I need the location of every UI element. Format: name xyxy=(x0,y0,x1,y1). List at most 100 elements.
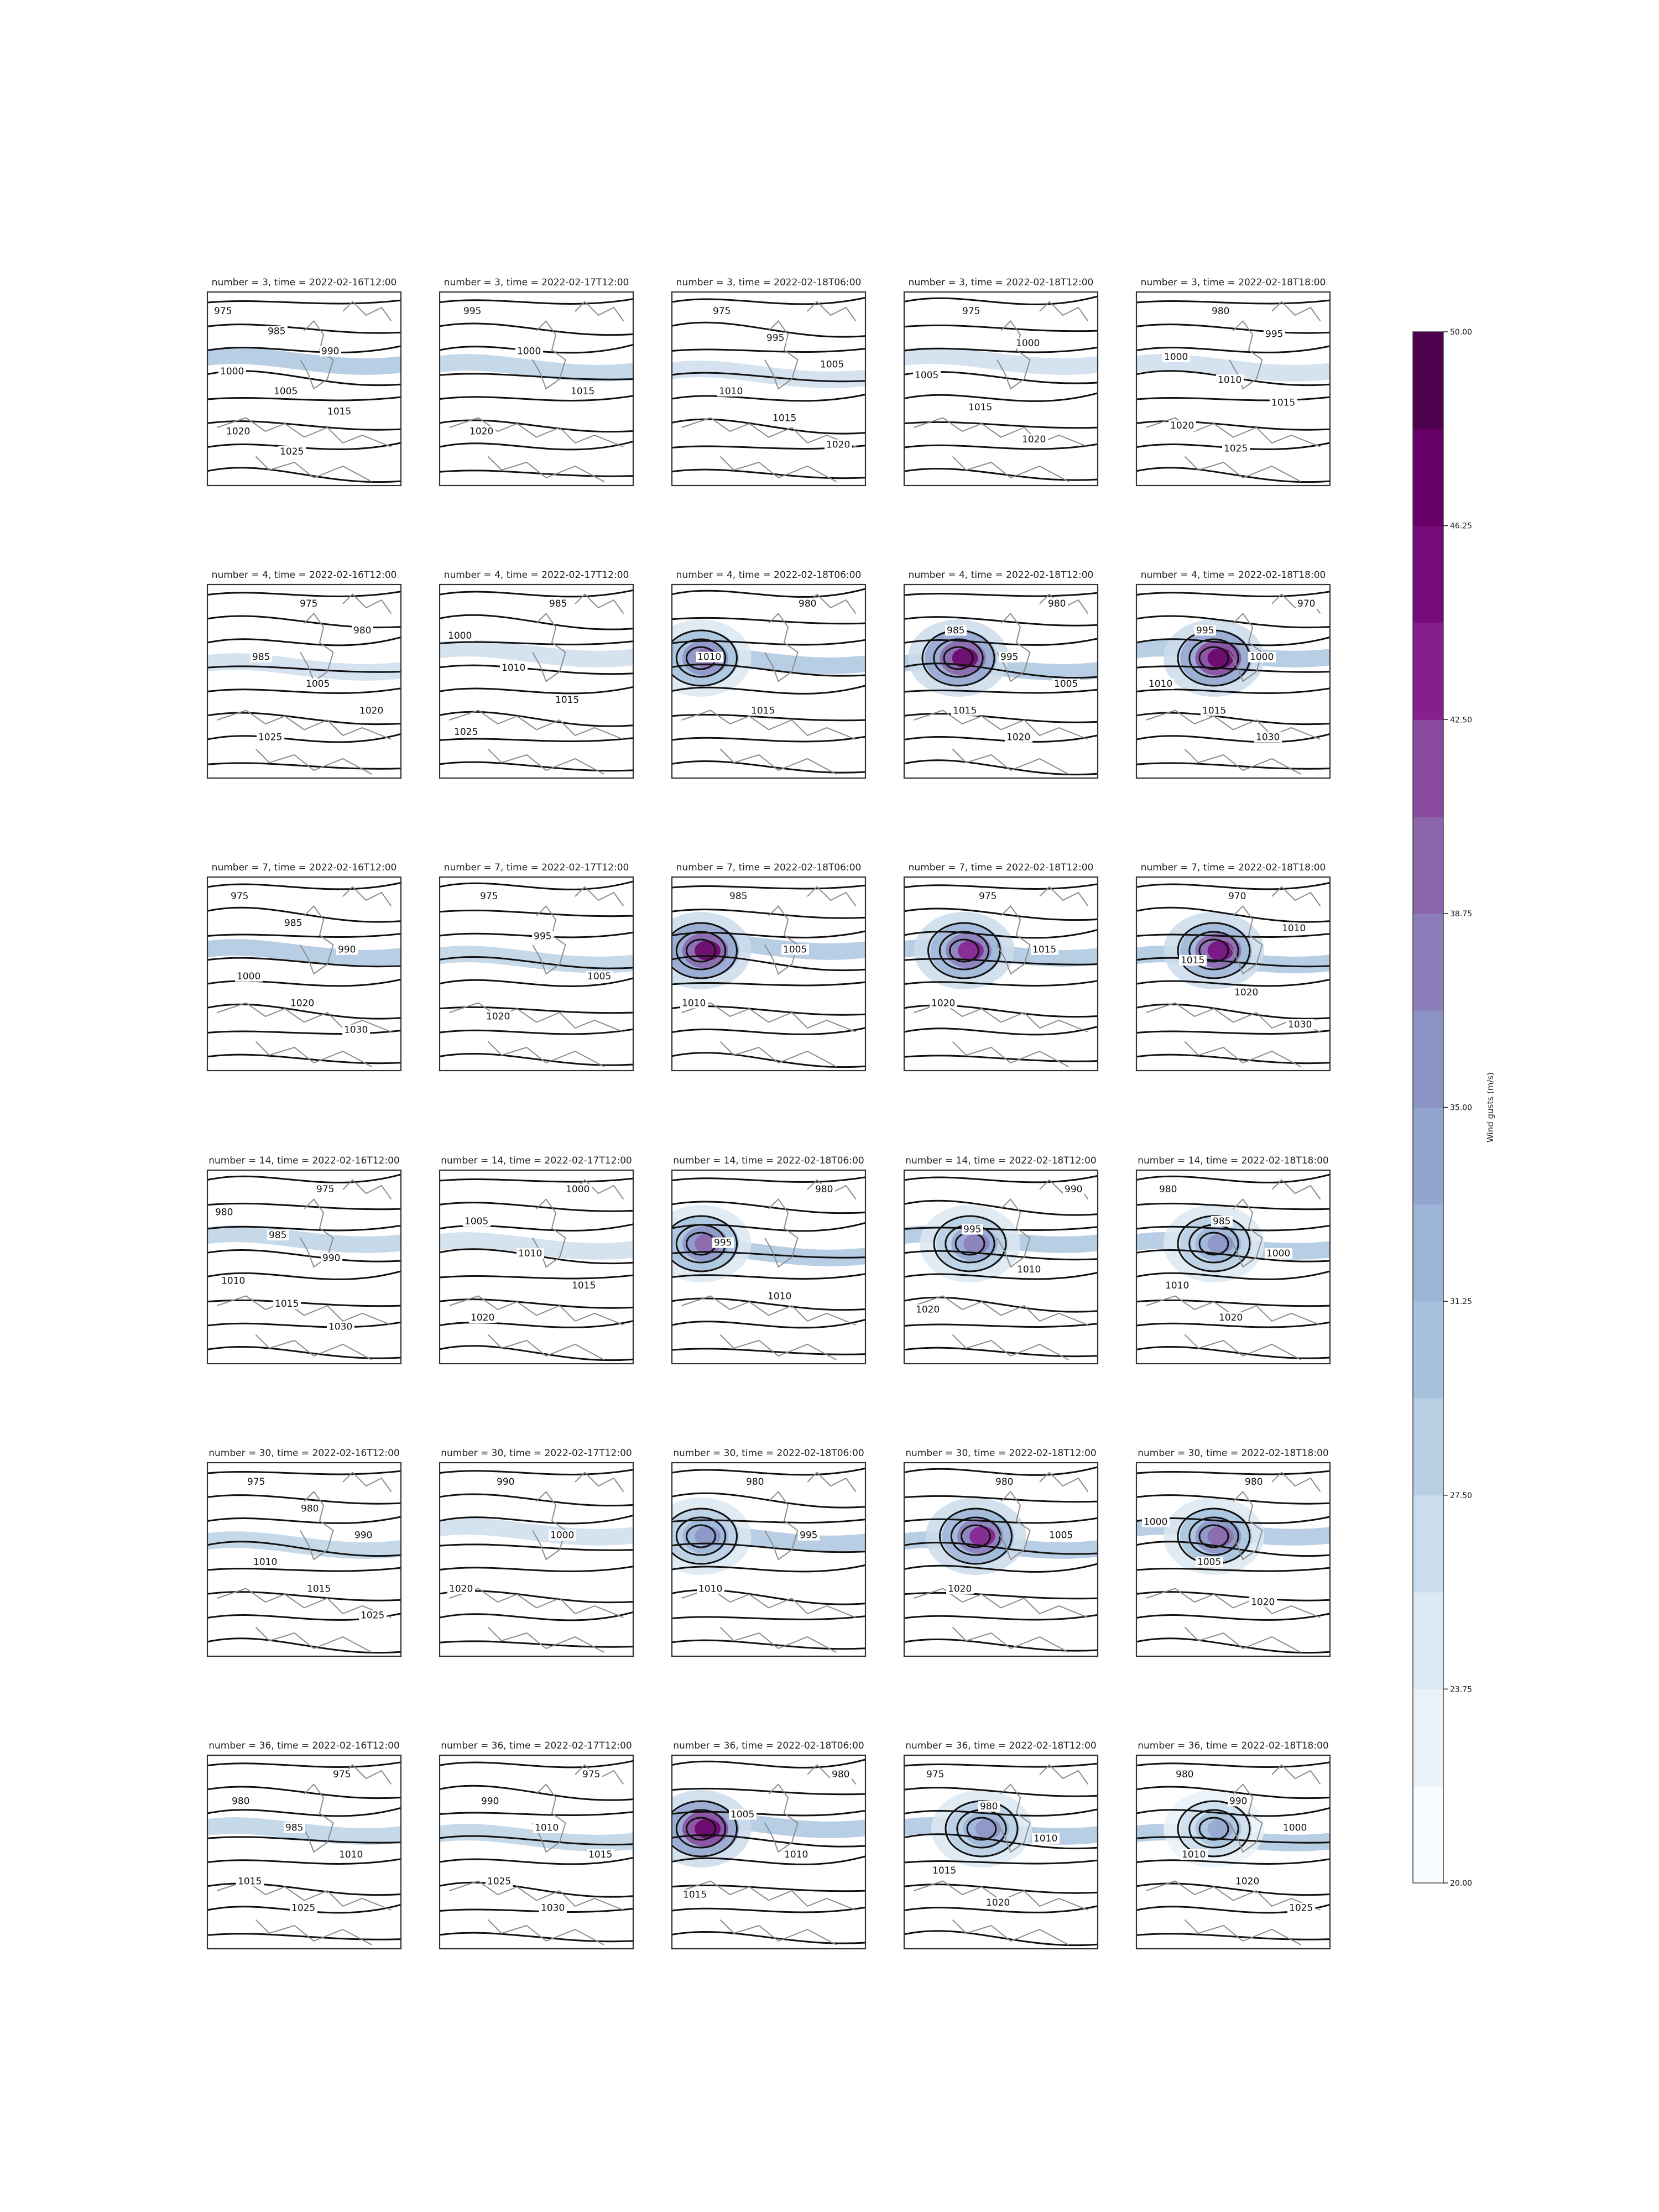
isobar xyxy=(904,662,1098,679)
coastline xyxy=(487,1041,604,1067)
isobar xyxy=(1136,881,1330,890)
isobar xyxy=(207,1591,401,1601)
contour-label: 1005 xyxy=(465,1216,488,1227)
isobar xyxy=(904,759,1098,776)
isobar xyxy=(672,685,865,695)
isobar xyxy=(1136,1613,1330,1621)
coastline xyxy=(217,1002,392,1032)
contour-label: 1005 xyxy=(1054,679,1078,690)
contour-label: 1010 xyxy=(518,1248,542,1259)
isobar xyxy=(440,909,633,917)
panel-frame xyxy=(206,1169,402,1365)
coastline xyxy=(487,1626,604,1653)
contour-label: 1000 xyxy=(1144,1517,1167,1528)
coastline xyxy=(217,709,392,740)
coastline xyxy=(342,1179,392,1200)
contour-label: 1010 xyxy=(221,1276,245,1287)
panel-title: number = 7, time = 2022-02-16T12:00 xyxy=(212,862,397,873)
contour-label: 1005 xyxy=(820,359,844,371)
contour-label: 975 xyxy=(979,891,997,902)
isobar xyxy=(207,1053,401,1065)
isobar xyxy=(1136,636,1330,646)
isobar xyxy=(672,909,865,919)
coastline xyxy=(217,1295,392,1326)
gust-band xyxy=(207,1531,401,1559)
gust-core xyxy=(695,941,721,961)
coastline xyxy=(449,1002,624,1032)
isobar xyxy=(904,467,1098,481)
contour-label: 1025 xyxy=(258,732,282,743)
contour-label: 975 xyxy=(333,1769,351,1780)
coastline xyxy=(449,1295,624,1326)
coastline xyxy=(997,905,1031,975)
isobar xyxy=(1136,1003,1330,1020)
panel-title: number = 4, time = 2022-02-18T06:00 xyxy=(676,570,862,581)
colorbar-tick-label: 35.00 xyxy=(1450,1104,1472,1113)
isobar xyxy=(675,638,727,678)
contour-label: 1010 xyxy=(698,1583,722,1594)
isobar xyxy=(440,1908,633,1913)
coastline xyxy=(914,1295,1088,1326)
colorbar-segment xyxy=(1413,622,1443,720)
contour-label: 1025 xyxy=(454,727,478,738)
map-panel: number = 36, time = 2022-02-17T12:00 975 9… xyxy=(439,1740,634,1950)
coastline xyxy=(681,1880,856,1911)
contour-label: 1010 xyxy=(682,998,706,1009)
panel-frame xyxy=(671,291,867,487)
map-panel: number = 36, time = 2022-02-16T12:00 975 9… xyxy=(206,1740,402,1950)
panel-title: number = 14, time = 2022-02-18T12:00 xyxy=(905,1155,1096,1166)
isobar xyxy=(904,1592,1098,1600)
isobar xyxy=(939,1507,1013,1565)
coastline xyxy=(1039,301,1089,322)
isobar xyxy=(933,638,984,678)
isobar xyxy=(207,1858,401,1865)
contour-label: 980 xyxy=(232,1796,249,1807)
isobar xyxy=(207,1202,401,1211)
isobar xyxy=(207,1637,401,1654)
coastline xyxy=(217,1588,392,1618)
contour-label: 975 xyxy=(926,1769,944,1780)
isobar xyxy=(440,589,633,598)
isobar xyxy=(686,1817,716,1841)
isobar xyxy=(672,1787,865,1796)
coastline xyxy=(719,1041,837,1067)
panel-title: number = 3, time = 2022-02-18T18:00 xyxy=(1141,277,1326,288)
coastline xyxy=(1229,1783,1263,1853)
isobar xyxy=(672,1027,865,1035)
map-panel: number = 36, time = 2022-02-18T06:00 980 1… xyxy=(671,1740,867,1950)
isobar xyxy=(440,880,633,890)
isobar xyxy=(904,1787,1098,1797)
isobar xyxy=(207,1345,401,1359)
contour-label: 1015 xyxy=(571,386,594,397)
contour-label: 1020 xyxy=(290,998,314,1009)
panel-frame xyxy=(903,1754,1099,1950)
contour-label: 995 xyxy=(1000,652,1018,663)
isobar xyxy=(207,345,401,353)
contour-label: 995 xyxy=(714,1238,732,1249)
gust-band xyxy=(207,1225,401,1253)
contour-label: 1020 xyxy=(469,426,493,437)
coastline xyxy=(997,1490,1031,1561)
isobar xyxy=(207,1807,401,1817)
isobar xyxy=(904,1025,1098,1036)
map-panel: number = 36, time = 2022-02-18T12:00 975 9… xyxy=(903,1740,1099,1950)
isobar xyxy=(207,1249,401,1262)
isobar xyxy=(1198,1232,1229,1256)
contour-label: 990 xyxy=(322,1253,340,1264)
panel-title: number = 30, time = 2022-02-18T12:00 xyxy=(905,1448,1096,1459)
contour-label: 1020 xyxy=(449,1583,473,1594)
panel-title: number = 36, time = 2022-02-16T12:00 xyxy=(208,1740,399,1751)
contour-label: 985 xyxy=(729,891,747,902)
isobar xyxy=(440,931,633,938)
contour-label: 1020 xyxy=(471,1312,494,1323)
contour-label: 975 xyxy=(480,891,498,902)
colorbar-segment xyxy=(1413,1107,1443,1205)
isobar xyxy=(1136,1030,1330,1035)
isobar xyxy=(207,978,401,987)
isobar xyxy=(672,1348,865,1355)
panel-title: number = 36, time = 2022-02-17T12:00 xyxy=(441,1740,632,1751)
coastline xyxy=(997,1198,1031,1268)
coastline xyxy=(1039,1472,1089,1493)
isobar xyxy=(207,1567,401,1572)
contour-label: 1010 xyxy=(535,1823,559,1834)
